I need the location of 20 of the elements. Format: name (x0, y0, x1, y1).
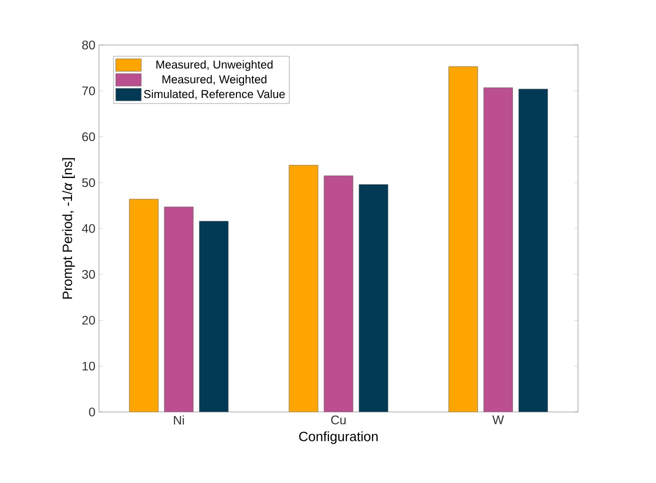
x-tick-label: W (492, 416, 504, 424)
y-tick-label: 30 (82, 270, 95, 279)
x-axis-title: Configuration (299, 431, 378, 444)
y-tick-label: 10 (82, 362, 95, 371)
bar (358, 184, 388, 412)
y-tick-label: 0 (89, 408, 95, 416)
x-tick-label: Cu (331, 416, 346, 424)
y-tick-label: 50 (82, 178, 95, 188)
x-tick-label: Ni (174, 416, 184, 425)
y-tick-label: 60 (82, 132, 95, 142)
bar (199, 220, 229, 412)
y-tick-label: 20 (82, 316, 95, 325)
y-tick-label: 80 (82, 40, 95, 50)
legend-label: Measured, Weighted (162, 74, 266, 86)
y-tick-label: 40 (82, 224, 95, 233)
y-tick-label: 70 (82, 86, 95, 96)
legend-label: Simulated, Reference Value (144, 90, 285, 100)
bar (518, 88, 548, 412)
legend-label: Measured, Unweighted (156, 60, 273, 71)
y-axis-title: Prompt Period, -1/α [ns] (62, 158, 75, 299)
